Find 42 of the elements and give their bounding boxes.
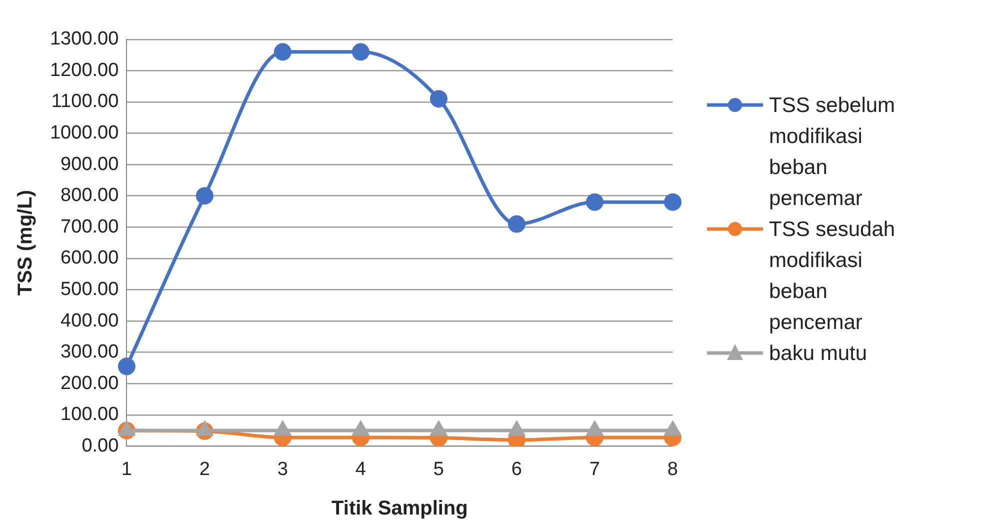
legend-label: baku mutu bbox=[769, 341, 868, 367]
y-tick-label: 1100.00 bbox=[51, 91, 119, 112]
point bbox=[274, 422, 291, 436]
point bbox=[352, 422, 369, 436]
y-axis-title: TSS (mg/L) bbox=[14, 190, 37, 296]
y-tick-label: 300.00 bbox=[60, 342, 119, 363]
point bbox=[664, 422, 681, 436]
y-tick-label: 900.00 bbox=[60, 154, 119, 175]
x-tick-label: 6 bbox=[511, 458, 522, 480]
point bbox=[274, 43, 292, 61]
y-tick-label: 1000.00 bbox=[50, 122, 119, 144]
y-tick-label: 1300.00 bbox=[50, 28, 119, 50]
y-tick-label: 1200.00 bbox=[50, 60, 119, 81]
x-tick-label: 5 bbox=[433, 458, 444, 480]
y-tick-label: 700.00 bbox=[60, 216, 119, 238]
point bbox=[118, 358, 136, 376]
point bbox=[586, 193, 604, 211]
point bbox=[196, 187, 214, 205]
y-tick-label: 800.00 bbox=[60, 185, 119, 206]
point bbox=[118, 422, 134, 436]
point bbox=[430, 90, 448, 108]
point bbox=[196, 422, 212, 436]
point bbox=[664, 193, 682, 211]
x-tick-label: 2 bbox=[199, 458, 210, 480]
x-tick-label: 4 bbox=[355, 458, 366, 480]
x-tick-label: 3 bbox=[277, 458, 288, 480]
point bbox=[508, 215, 526, 233]
point bbox=[352, 43, 370, 61]
x-axis-title: Titik Sampling bbox=[332, 498, 468, 520]
y-tick-label: 600.00 bbox=[60, 248, 119, 269]
x-tick-label: 7 bbox=[589, 458, 600, 480]
y-tick-label: 0.00 bbox=[82, 435, 119, 456]
x-tick-label: 8 bbox=[667, 458, 678, 480]
point bbox=[430, 422, 447, 436]
y-tick-label: 100.00 bbox=[60, 404, 119, 426]
legend-label: TSS sebelum modifikasi beban pencemar bbox=[769, 93, 896, 212]
y-tick-label: 200.00 bbox=[60, 372, 119, 394]
y-tick-label: 500.00 bbox=[60, 278, 119, 300]
y-tick-label: 400.00 bbox=[60, 310, 119, 332]
x-tick-label: 1 bbox=[121, 458, 132, 480]
point bbox=[508, 422, 525, 436]
point bbox=[586, 422, 603, 436]
